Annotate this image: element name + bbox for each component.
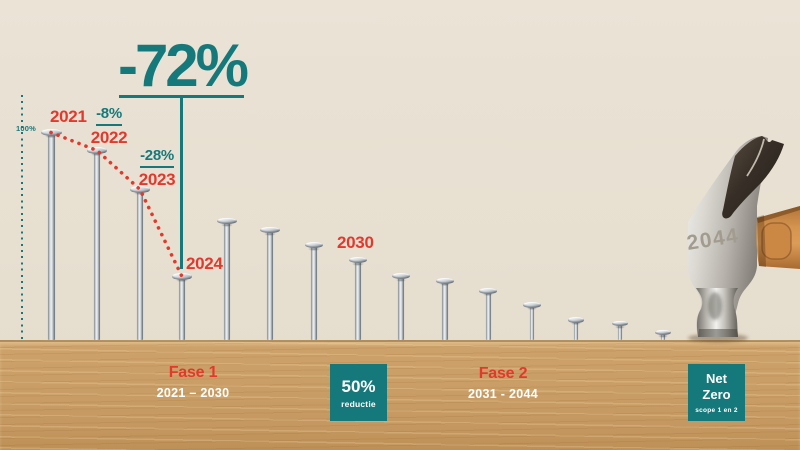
nail-6-head-shadow — [264, 232, 276, 236]
nail-13-head-shadow — [570, 321, 582, 326]
wood-plank — [0, 340, 800, 450]
badge-50-value: 50% — [341, 376, 376, 396]
nail-14-shaft — [617, 323, 623, 340]
phase2-range: 2031 - 2044 — [467, 387, 539, 401]
nail-10-head-shadow — [439, 282, 451, 287]
nail-14-head-shadow — [615, 325, 625, 329]
phase2-label-group: Fase 2 2031 - 2044 — [433, 365, 573, 401]
phase1-label-group: Fase 1 2021 – 2030 — [123, 364, 263, 400]
nail-2030-shaft — [355, 260, 361, 340]
phase1-title: Fase 1 — [168, 364, 218, 381]
badge-50-percent-reduction: 50% reductie — [330, 364, 387, 421]
label-year-2021: 2021 — [50, 107, 87, 126]
label-year-2023: 2023 — [138, 170, 176, 189]
nail-2021-head — [40, 129, 62, 136]
nail-15-head — [654, 330, 672, 336]
nail-11-head — [479, 288, 497, 294]
label-group-2022: -8% 2022 — [88, 105, 130, 148]
hammer-neck-shade — [708, 292, 722, 320]
phase2-title: Fase 2 — [478, 365, 528, 382]
badge-net-zero: Net Zero scope 1 en 2 — [688, 364, 745, 421]
nail-11-shaft — [485, 291, 491, 340]
headline-bracket-vertical — [180, 95, 183, 269]
nail-7-shaft — [311, 245, 317, 340]
badge-netzero-caption: scope 1 en 2 — [695, 406, 738, 414]
nail-7-head-shadow — [308, 247, 320, 251]
hammer-claw-split — [746, 138, 765, 177]
nail-10-shaft — [442, 281, 448, 340]
hammer: 2044 — [685, 136, 800, 343]
hammer-face — [698, 329, 738, 337]
nail-2024-shaft — [178, 276, 186, 340]
badge-50-caption: reductie — [341, 398, 376, 409]
badge-netzero-line1: Net — [706, 371, 727, 387]
headline-reduction-value: -72% — [117, 32, 249, 99]
nail-11-head-shadow — [482, 292, 494, 297]
nail-9-shaft — [398, 276, 404, 340]
nail-12-shaft — [529, 305, 535, 340]
phase1-range: 2021 – 2030 — [156, 386, 230, 400]
hammer-claw — [722, 136, 784, 219]
nail-6-shaft — [267, 230, 273, 340]
nail-9-head — [391, 273, 411, 279]
nail-7-head — [304, 242, 324, 249]
nail-10-head — [436, 278, 454, 284]
badge-netzero-line2: Zero — [702, 387, 731, 402]
nail-9-head-shadow — [395, 278, 407, 282]
nail-5-shaft — [223, 221, 231, 340]
nail-13-shaft — [573, 320, 579, 340]
hammer-handle-top-edge — [757, 206, 800, 223]
nail-2021-shaft — [47, 132, 55, 340]
nail-6-head — [260, 227, 280, 234]
nail-2022-head — [86, 147, 108, 154]
nail-5-head-shadow — [221, 223, 233, 227]
hammer-handle-endgrain — [761, 222, 792, 260]
nail-15-head-shadow — [658, 334, 668, 338]
label-group-2023: -28% 2023 — [132, 147, 182, 190]
hammer-handle-junction-shade — [757, 215, 766, 267]
nail-12-head — [523, 302, 541, 308]
nail-13-head — [567, 317, 585, 323]
nail-12-head-shadow — [526, 306, 538, 311]
baseline-dotted-line — [21, 95, 23, 340]
label-year-2022: 2022 — [90, 128, 128, 147]
label-reduction-2023: -28% — [140, 147, 174, 168]
baseline-100-label: 100% — [16, 124, 36, 133]
label-reduction-2022: -8% — [96, 105, 122, 126]
nail-5-head — [217, 218, 237, 225]
nail-2022-shaft — [93, 150, 101, 340]
label-year-2030: 2030 — [337, 233, 374, 252]
nail-2030-head-shadow — [352, 262, 364, 266]
label-year-2024: 2024 — [186, 254, 223, 273]
nail-2023-shaft — [136, 189, 144, 340]
nail-2024-head-shadow — [176, 278, 188, 283]
nail-14-head — [611, 321, 629, 327]
nail-2030-head — [348, 257, 368, 264]
